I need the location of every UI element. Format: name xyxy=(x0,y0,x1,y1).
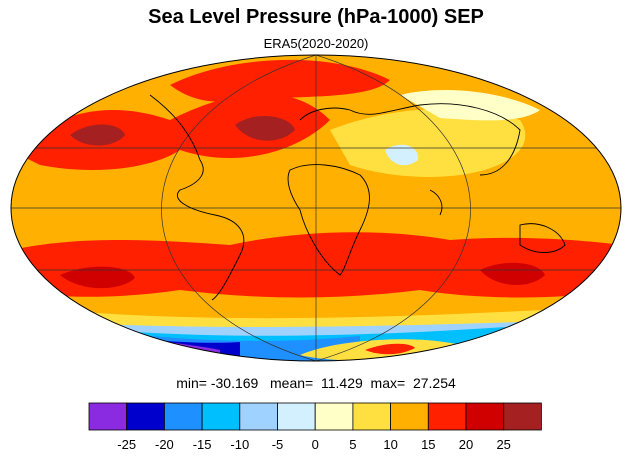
colorbar-box xyxy=(390,402,429,431)
colorbar-box xyxy=(465,402,505,431)
max-label: max= xyxy=(370,375,406,391)
colorbar-tick-label: 25 xyxy=(496,437,510,452)
asia-low xyxy=(330,109,526,177)
max-value: 27.254 xyxy=(412,375,456,391)
coastlines xyxy=(149,94,566,301)
colorbar-box xyxy=(503,402,542,431)
colorbar-box xyxy=(126,402,165,431)
colorbar-tick-label: 5 xyxy=(349,437,356,452)
arctic-high xyxy=(170,59,390,102)
colorbar-tick-label: -25 xyxy=(117,437,136,452)
min-value: -30.169 xyxy=(210,375,259,391)
colorbar-box xyxy=(239,402,278,431)
asia-mid xyxy=(400,90,540,121)
figure-title: Sea Level Pressure (hPa-1000) SEP xyxy=(148,6,484,28)
min-label: min= xyxy=(176,375,207,391)
map-fill xyxy=(11,55,621,361)
colorbar-tick-label: -20 xyxy=(155,437,174,452)
antarctic-core xyxy=(365,343,415,355)
north-high-band xyxy=(11,93,330,170)
colorbar-boxes xyxy=(88,402,542,431)
colorbar-box xyxy=(163,402,203,431)
statistics-line: min= -30.169 mean= 11.429 max= 27.254 xyxy=(0,375,632,391)
colorbar-tick-label: 0 xyxy=(312,437,319,452)
south-pacific-core xyxy=(60,266,135,289)
colorbar-tick-label: -10 xyxy=(230,437,249,452)
map-border xyxy=(10,54,622,362)
colorbar-tick-label: -5 xyxy=(272,437,284,452)
colorbar-tick-label: -15 xyxy=(193,437,212,452)
south-atlantic-core xyxy=(480,262,545,286)
dataset-subtitle: ERA5(2020-2020) xyxy=(263,36,369,51)
south-high-band xyxy=(12,232,621,298)
colorbar-tick-label: 10 xyxy=(383,437,397,452)
colorbar-tick-label: 15 xyxy=(421,437,435,452)
colorbar-box xyxy=(427,402,467,431)
colorbar-box xyxy=(314,402,354,431)
north-pacific-core xyxy=(70,124,125,146)
north-atlantic-core xyxy=(235,115,295,141)
colorbar-box xyxy=(88,402,128,431)
colorbar-box xyxy=(201,402,241,431)
mean-value: 11.429 xyxy=(320,375,363,391)
asia-very-low xyxy=(385,144,419,166)
graticule xyxy=(11,55,621,361)
colorbar-box xyxy=(352,402,391,431)
mean-label: mean= xyxy=(270,375,314,391)
colorbar-box xyxy=(277,402,316,431)
colorbar-ticks: -25 -20 -15 -10 -5 0 5 10 15 20 25 xyxy=(117,437,511,452)
colorbar-tick-label: 20 xyxy=(459,437,473,452)
